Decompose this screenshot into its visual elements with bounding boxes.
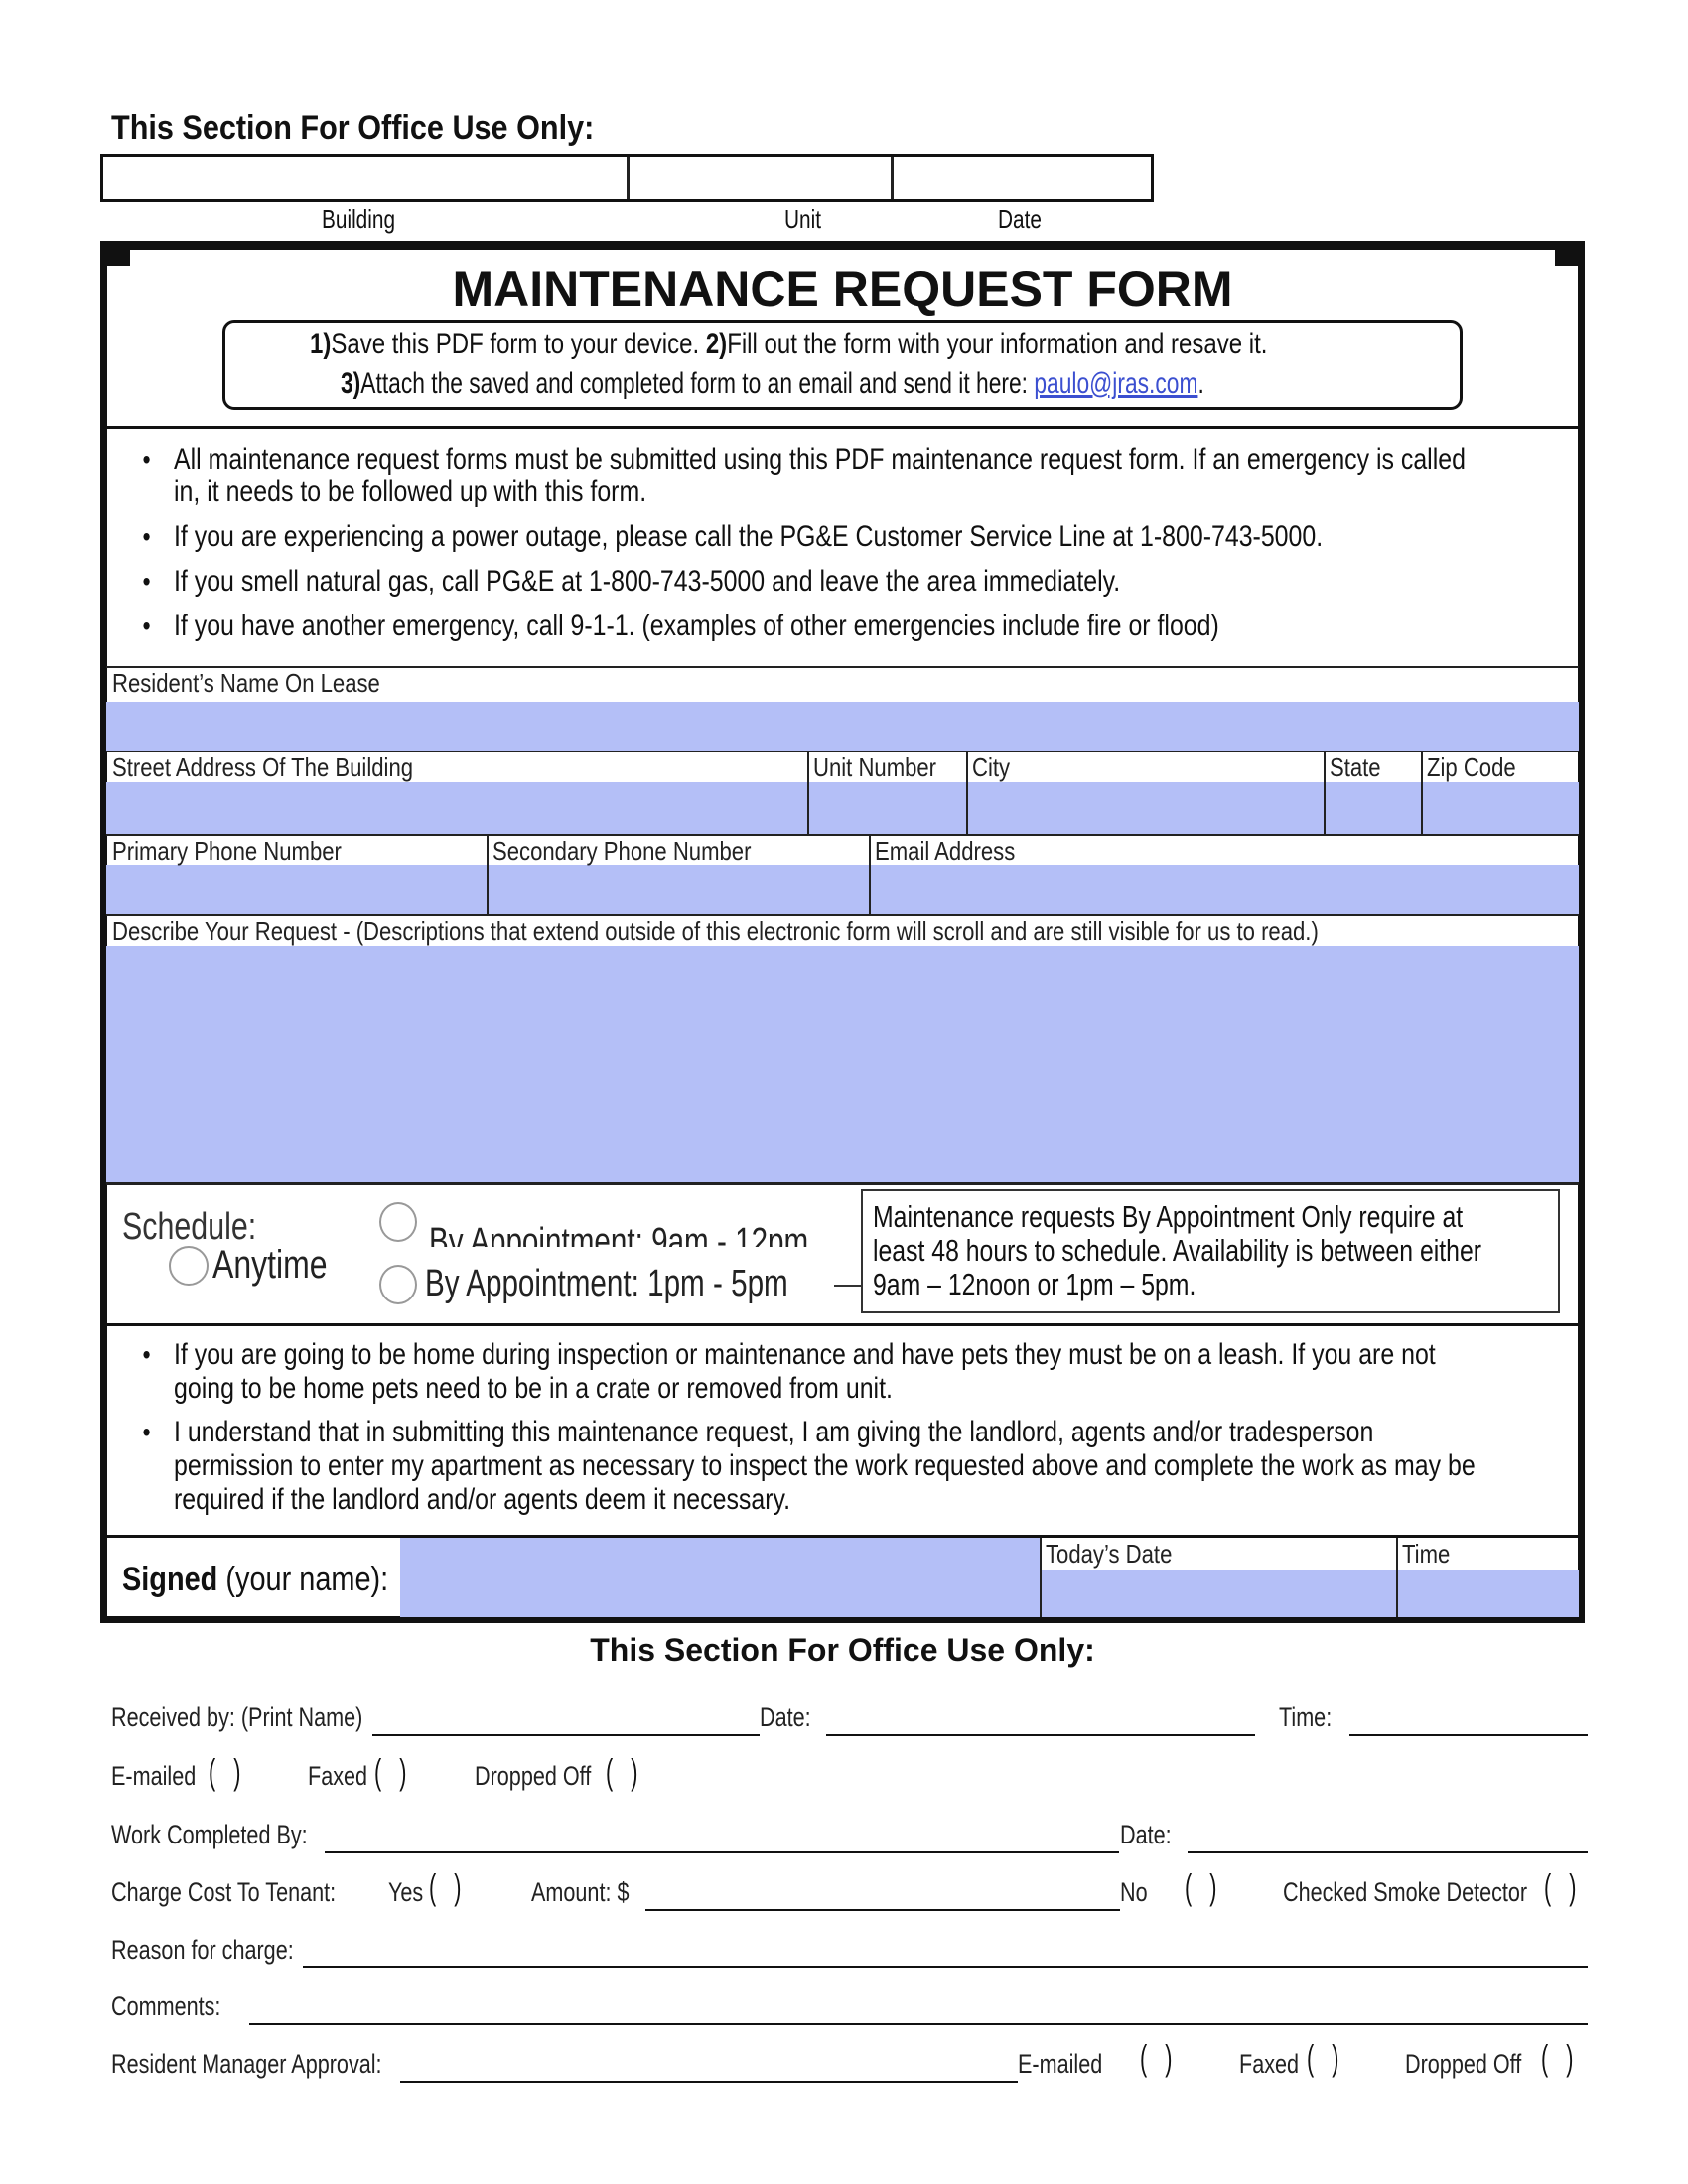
radio-appointment-morning[interactable]	[379, 1202, 417, 1242]
resident-name-input[interactable]	[106, 702, 1579, 751]
office-top-boxes	[100, 154, 1154, 202]
notice-item: • If you have another emergency, call 9-1…	[142, 610, 1219, 642]
resident-name-label: Resident’s Name On Lease	[112, 668, 380, 698]
email-label: Email Address	[875, 836, 1016, 866]
received-label: Received by: (Print Name)	[111, 1703, 363, 1732]
charge-label: Charge Cost To Tenant:	[111, 1877, 337, 1907]
work-date-line[interactable]	[1188, 1851, 1588, 1853]
work-date-label: Date:	[1120, 1820, 1172, 1849]
todays-date-label: Today’s Date	[1046, 1539, 1173, 1569]
notice-item: • If you smell natural gas, call PG&E at …	[142, 565, 1121, 598]
approval-label: Resident Manager Approval:	[111, 2049, 382, 2079]
received-date-label: Date:	[760, 1703, 811, 1732]
note-line: 9am – 12noon or 1pm – 5pm.	[873, 1267, 1196, 1301]
amount-label: Amount: $	[531, 1877, 630, 1907]
email-link[interactable]: paulo@jras.com	[1034, 367, 1198, 400]
office-bottom-title: This Section For Office Use Only:	[590, 1632, 1095, 1668]
email-input[interactable]	[869, 865, 1579, 914]
zip-input[interactable]	[1421, 782, 1579, 834]
office-top-title: This Section For Office Use Only:	[111, 109, 595, 147]
instructions-line-2: 3)Attach the saved and completed form to…	[341, 367, 1204, 400]
yes-check[interactable]: ( )	[429, 1866, 462, 1907]
todays-date-input[interactable]	[1042, 1570, 1396, 1617]
amount-line[interactable]	[645, 1909, 1120, 1911]
no-check[interactable]: ( )	[1185, 1866, 1217, 1907]
notice-item: • All maintenance request forms must be s…	[142, 443, 1466, 508]
street-address-input[interactable]	[106, 782, 807, 834]
unit-number-input[interactable]	[807, 782, 966, 834]
option-morning-label: By Appointment: 9am - 12pm	[429, 1221, 809, 1247]
work-completed-line[interactable]	[325, 1851, 1119, 1853]
approval-emailed-check[interactable]: ( )	[1140, 2037, 1173, 2078]
signed-label: Signed (your name):	[122, 1561, 389, 1598]
received-line[interactable]	[372, 1734, 760, 1736]
schedule-label: Schedule:	[122, 1206, 257, 1248]
radio-anytime[interactable]	[169, 1246, 209, 1286]
approval-dropped-check[interactable]: ( )	[1541, 2037, 1574, 2078]
consent-list: • If you are going to be home during insp…	[142, 1338, 1499, 1517]
smoke-detector-check[interactable]: ( )	[1544, 1866, 1577, 1907]
approval-emailed-label: E-mailed	[1018, 2049, 1103, 2079]
received-time-label: Time:	[1279, 1703, 1333, 1732]
primary-phone-input[interactable]	[106, 865, 487, 914]
signed-name-input[interactable]	[400, 1538, 1040, 1617]
consent-item: • If you are going to be home during insp…	[142, 1338, 1436, 1405]
approval-line[interactable]	[400, 2081, 1018, 2083]
instructions-box	[222, 320, 1463, 410]
no-label: No	[1120, 1877, 1148, 1907]
option-anytime-label: Anytime	[212, 1243, 328, 1287]
form-title: MAINTENANCE REQUEST FORM	[452, 261, 1233, 317]
smoke-detector-label: Checked Smoke Detector	[1283, 1877, 1528, 1907]
schedule-note-box: Maintenance requests By Appointment Only…	[861, 1189, 1560, 1313]
label-date: Date	[998, 205, 1042, 234]
approval-dropped-label: Dropped Off	[1405, 2049, 1522, 2079]
secondary-phone-label: Secondary Phone Number	[492, 836, 752, 866]
consent-item: • I understand that in submitting this ma…	[142, 1416, 1476, 1516]
instructions-line-1: 1)Save this PDF form to your device. 2)F…	[310, 328, 1268, 360]
approval-faxed-check[interactable]: ( )	[1307, 2037, 1339, 2078]
street-label: Street Address Of The Building	[112, 752, 414, 782]
form-frame	[100, 241, 1585, 1623]
faxed-check[interactable]: ( )	[374, 1751, 407, 1792]
state-label: State	[1330, 752, 1381, 782]
yes-label: Yes	[388, 1877, 424, 1907]
option-afternoon-label: By Appointment: 1pm - 5pm	[425, 1263, 788, 1304]
zip-label: Zip Code	[1427, 752, 1516, 782]
faxed-label: Faxed	[308, 1761, 368, 1791]
work-completed-label: Work Completed By:	[111, 1820, 308, 1849]
comments-label: Comments:	[111, 1991, 221, 2021]
secondary-phone-input[interactable]	[487, 865, 869, 914]
describe-request-textarea[interactable]	[106, 946, 1579, 1184]
emailed-label: E-mailed	[111, 1761, 197, 1791]
label-unit: Unit	[784, 205, 821, 234]
approval-faxed-label: Faxed	[1239, 2049, 1300, 2079]
dropped-check[interactable]: ( )	[606, 1751, 638, 1792]
radio-appointment-afternoon[interactable]	[379, 1265, 417, 1304]
emailed-check[interactable]: ( )	[209, 1751, 241, 1792]
city-label: City	[972, 752, 1011, 782]
time-label: Time	[1402, 1539, 1451, 1569]
field-grid: Resident’s Name On Lease Street Address …	[106, 666, 1579, 1185]
state-input[interactable]	[1324, 782, 1421, 834]
notice-list: • All maintenance request forms must be s…	[142, 443, 1492, 642]
time-input[interactable]	[1398, 1570, 1579, 1617]
city-input[interactable]	[966, 782, 1324, 834]
describe-label: Describe Your Request - (Descriptions th…	[112, 916, 1319, 946]
notice-item: • If you are experiencing a power outage,…	[142, 520, 1324, 553]
received-time-line[interactable]	[1349, 1734, 1588, 1736]
reason-line[interactable]	[303, 1966, 1588, 1968]
label-building: Building	[322, 205, 396, 234]
reason-label: Reason for charge:	[111, 1935, 294, 1965]
note-line: Maintenance requests By Appointment Only…	[873, 1199, 1464, 1234]
comments-line[interactable]	[249, 2023, 1588, 2025]
dropped-label: Dropped Off	[475, 1761, 592, 1791]
received-date-line[interactable]	[826, 1734, 1255, 1736]
unit-label: Unit Number	[813, 752, 937, 782]
note-line: least 48 hours to schedule. Availability…	[873, 1233, 1482, 1268]
primary-phone-label: Primary Phone Number	[112, 836, 342, 866]
